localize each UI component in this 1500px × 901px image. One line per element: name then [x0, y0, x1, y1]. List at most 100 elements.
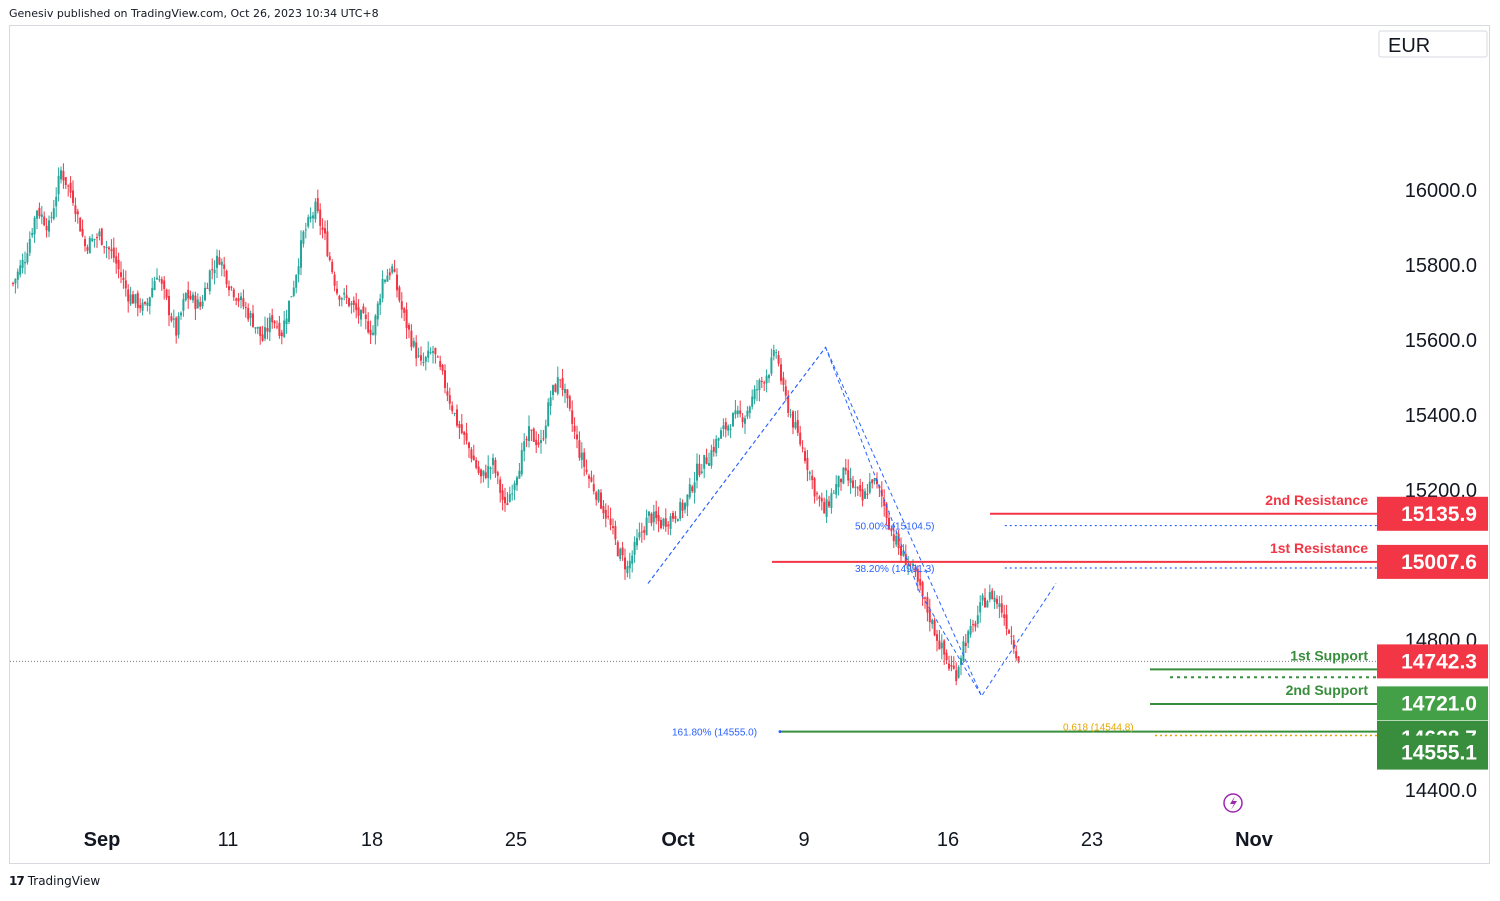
candle-body: [669, 516, 672, 529]
candle-body: [986, 601, 989, 608]
price-tag-1st-resistance: 15007.6: [1401, 551, 1477, 574]
candle-body: [432, 351, 434, 353]
candle-body: [177, 315, 180, 335]
candle-body: [842, 467, 845, 484]
candle-body: [417, 355, 420, 357]
candle-body: [520, 450, 523, 475]
candle-body: [43, 216, 46, 226]
candle-body: [564, 389, 566, 393]
candle-body: [201, 301, 204, 307]
candle-body: [571, 410, 574, 424]
candle-body: [748, 406, 751, 414]
candle-body: [81, 228, 84, 236]
candle-body: [943, 640, 946, 655]
candle-body: [981, 595, 984, 601]
candle-body: [559, 379, 562, 381]
candle-body: [549, 397, 552, 407]
candle-body: [103, 246, 106, 248]
candle-body: [628, 560, 631, 569]
candle-body: [336, 288, 338, 294]
candle-body: [794, 422, 797, 428]
candle-body: [585, 469, 588, 472]
candle-body: [556, 377, 559, 394]
candle-body: [964, 642, 967, 646]
candle-body: [98, 231, 101, 237]
candle-body: [818, 496, 821, 499]
candle-body: [506, 503, 509, 506]
candle-body: [357, 307, 360, 316]
candle-body: [813, 478, 816, 497]
currency-button[interactable]: [1378, 30, 1488, 58]
candle-body: [408, 324, 410, 330]
candle-body: [261, 334, 264, 341]
candle-body: [276, 326, 278, 328]
candle-body: [890, 528, 893, 532]
candle-body: [784, 386, 787, 396]
candle-body: [552, 385, 554, 395]
candle-body: [657, 514, 660, 522]
candle-body: [868, 481, 871, 493]
candle-body: [724, 422, 727, 430]
candle-body: [832, 492, 835, 494]
price-tag-extra: 14555.1: [1401, 742, 1477, 765]
candle-body: [1010, 635, 1013, 637]
candle-body: [252, 313, 254, 327]
candle-body: [110, 249, 113, 252]
candle-body: [278, 322, 281, 336]
candle-body: [242, 298, 245, 307]
candle-body: [448, 395, 451, 404]
candle-body: [19, 265, 22, 275]
candle-body: [489, 467, 492, 470]
candle-body: [772, 350, 775, 357]
candle-body: [225, 270, 228, 285]
candle-body: [172, 318, 175, 320]
candle-body: [420, 355, 422, 361]
candle-body: [494, 459, 497, 474]
candle-body: [537, 442, 540, 445]
candle-body: [211, 269, 214, 271]
candle-body: [624, 557, 626, 570]
candle-body: [607, 516, 610, 518]
candle-body: [588, 475, 590, 479]
candle-body: [88, 237, 91, 254]
candle-body: [1012, 640, 1015, 649]
candle-body: [722, 425, 725, 429]
candle-body: [434, 347, 437, 355]
candle-body: [12, 283, 14, 285]
candle-body: [160, 279, 163, 284]
candle-body: [765, 375, 768, 384]
candle-body: [187, 289, 190, 299]
candle-body: [259, 326, 262, 336]
candle-body: [688, 484, 691, 498]
price-chart[interactable]: 50.00% (15104.5) 38.20% (14991.3) 161.80% …: [10, 26, 1489, 863]
candle-body: [780, 364, 782, 381]
candle-body: [508, 494, 511, 502]
candle-body: [60, 170, 62, 180]
candle-body: [530, 429, 533, 431]
candle-body: [45, 225, 48, 231]
candle-body: [621, 547, 624, 556]
candle-body: [873, 478, 876, 482]
candle-body: [91, 238, 94, 241]
candle-body: [897, 533, 900, 549]
candle-body: [616, 542, 619, 557]
candle-body: [96, 237, 98, 239]
candle-body: [674, 515, 677, 519]
chart-frame[interactable]: 50.00% (15104.5) 38.20% (14991.3) 161.80% …: [9, 25, 1490, 864]
x-tick-label: 11: [218, 829, 239, 851]
candle-body: [837, 475, 840, 488]
lightning-icon[interactable]: [1223, 793, 1243, 813]
candle-body: [924, 597, 926, 599]
candle-body: [386, 275, 389, 282]
candle-body: [566, 389, 569, 399]
candle-body: [820, 498, 823, 502]
candle-body: [883, 499, 886, 507]
candle-body: [117, 259, 120, 270]
x-tick-label: Oct: [661, 829, 695, 851]
candle-body: [379, 298, 382, 305]
candle-body: [381, 278, 384, 299]
candle-body: [352, 300, 355, 306]
candle-body: [456, 409, 458, 426]
x-tick-label: 9: [798, 829, 809, 851]
candle-body: [362, 306, 365, 314]
